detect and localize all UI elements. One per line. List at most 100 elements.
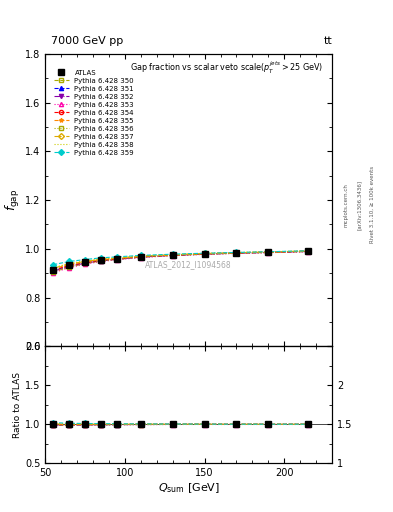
ATLAS [67,262,72,268]
Pythia 6.428 354 [51,267,55,273]
Pythia 6.428 359 [234,249,239,255]
Line: Pythia 6.428 358: Pythia 6.428 358 [53,251,308,268]
Pythia 6.428 352 [67,263,72,269]
ATLAS [202,251,207,257]
ATLAS [306,248,310,254]
Pythia 6.428 353 [202,251,207,258]
Pythia 6.428 351 [306,248,310,254]
Line: Pythia 6.428 352: Pythia 6.428 352 [51,249,310,273]
Pythia 6.428 350 [67,264,72,270]
Pythia 6.428 351 [67,263,72,269]
Pythia 6.428 359 [202,250,207,257]
Pythia 6.428 357 [170,251,175,258]
Pythia 6.428 356 [306,248,310,254]
Pythia 6.428 354 [115,255,119,262]
Text: mcplots.cern.ch: mcplots.cern.ch [343,183,348,227]
Pythia 6.428 357 [83,259,87,265]
Pythia 6.428 355 [99,257,103,263]
Pythia 6.428 353 [83,261,87,267]
Pythia 6.428 356 [266,249,271,255]
Pythia 6.428 356 [99,258,103,264]
ATLAS [51,266,55,272]
Pythia 6.428 351 [170,252,175,258]
Pythia 6.428 350 [115,256,119,262]
Pythia 6.428 350 [51,269,55,275]
Pythia 6.428 359 [306,248,310,254]
Pythia 6.428 352 [83,260,87,266]
Pythia 6.428 354 [138,253,143,260]
Pythia 6.428 353 [115,257,119,263]
Pythia 6.428 355 [202,250,207,257]
ATLAS [266,249,271,255]
Pythia 6.428 354 [234,250,239,256]
Pythia 6.428 359 [170,251,175,257]
ATLAS [138,253,143,260]
Pythia 6.428 357 [138,253,143,259]
Pythia 6.428 357 [306,248,310,254]
Pythia 6.428 357 [67,261,72,267]
Pythia 6.428 358 [115,255,119,261]
Pythia 6.428 356 [67,264,72,270]
Pythia 6.428 352 [170,252,175,259]
Pythia 6.428 358 [51,265,55,271]
Y-axis label: $f_\mathrm{gap}$: $f_\mathrm{gap}$ [4,189,22,211]
Line: ATLAS: ATLAS [50,248,311,272]
Line: Pythia 6.428 355: Pythia 6.428 355 [51,249,310,271]
Pythia 6.428 351 [99,258,103,264]
Y-axis label: Ratio to ATLAS: Ratio to ATLAS [13,372,22,438]
Line: Pythia 6.428 357: Pythia 6.428 357 [51,249,310,270]
Pythia 6.428 352 [138,254,143,260]
Pythia 6.428 352 [306,248,310,254]
Pythia 6.428 359 [138,252,143,259]
Text: Gap fraction vs scalar veto scale($p_T^{jets}>25$ GeV): Gap fraction vs scalar veto scale($p_T^{… [130,59,323,76]
Pythia 6.428 359 [266,249,271,255]
Pythia 6.428 355 [138,253,143,260]
Pythia 6.428 357 [202,250,207,257]
Legend: ATLAS, Pythia 6.428 350, Pythia 6.428 351, Pythia 6.428 352, Pythia 6.428 353, P: ATLAS, Pythia 6.428 350, Pythia 6.428 35… [51,68,136,158]
Pythia 6.428 350 [234,250,239,257]
Line: Pythia 6.428 354: Pythia 6.428 354 [51,249,310,272]
Line: Pythia 6.428 351: Pythia 6.428 351 [51,249,310,273]
Text: tt: tt [323,36,332,46]
Pythia 6.428 356 [170,252,175,259]
Pythia 6.428 359 [67,259,72,265]
Pythia 6.428 356 [115,256,119,262]
Pythia 6.428 350 [99,258,103,264]
Pythia 6.428 352 [234,250,239,257]
Pythia 6.428 352 [202,251,207,257]
Line: Pythia 6.428 353: Pythia 6.428 353 [51,250,310,275]
Pythia 6.428 357 [99,256,103,262]
Pythia 6.428 352 [51,268,55,274]
Pythia 6.428 352 [99,258,103,264]
Pythia 6.428 351 [83,260,87,266]
Pythia 6.428 356 [138,254,143,260]
Pythia 6.428 354 [83,260,87,266]
Pythia 6.428 353 [99,259,103,265]
Pythia 6.428 351 [266,249,271,255]
Pythia 6.428 358 [202,250,207,257]
Pythia 6.428 354 [266,249,271,255]
Pythia 6.428 350 [202,251,207,257]
Pythia 6.428 350 [306,248,310,254]
Pythia 6.428 357 [115,255,119,261]
X-axis label: $Q_\mathrm{sum}$ [GeV]: $Q_\mathrm{sum}$ [GeV] [158,481,220,495]
Pythia 6.428 351 [51,268,55,274]
Pythia 6.428 359 [115,254,119,260]
Pythia 6.428 358 [99,256,103,262]
Pythia 6.428 359 [99,255,103,261]
Pythia 6.428 356 [83,261,87,267]
Pythia 6.428 351 [115,256,119,262]
Pythia 6.428 356 [202,251,207,257]
Line: Pythia 6.428 359: Pythia 6.428 359 [51,249,310,267]
Pythia 6.428 358 [67,261,72,267]
Pythia 6.428 355 [234,250,239,256]
Pythia 6.428 358 [83,258,87,264]
Pythia 6.428 350 [266,249,271,255]
Pythia 6.428 351 [202,251,207,257]
Pythia 6.428 358 [170,251,175,258]
Pythia 6.428 355 [115,255,119,262]
Pythia 6.428 352 [115,256,119,262]
Pythia 6.428 350 [83,261,87,267]
Line: Pythia 6.428 350: Pythia 6.428 350 [51,249,310,274]
Pythia 6.428 353 [67,265,72,271]
